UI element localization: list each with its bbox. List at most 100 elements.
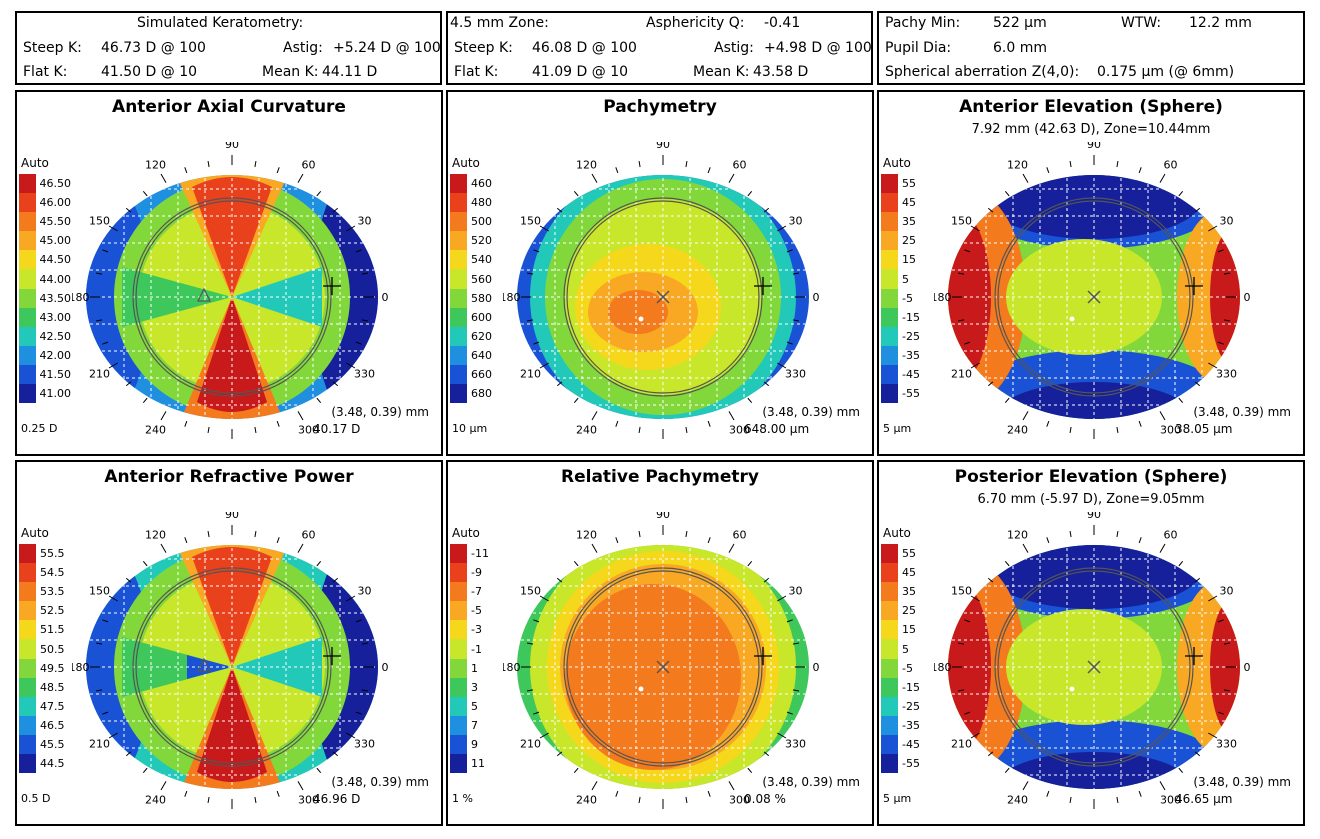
angle-tick bbox=[728, 543, 735, 553]
scale-entry: -45 bbox=[881, 734, 933, 755]
apex-marker bbox=[1087, 660, 1101, 674]
scale-swatch bbox=[450, 696, 467, 716]
angle-tick bbox=[1208, 595, 1218, 602]
angle-tick bbox=[355, 341, 362, 345]
angle-tick bbox=[254, 531, 257, 538]
scale-entry: -55 bbox=[881, 384, 933, 404]
angle-tick bbox=[987, 207, 994, 213]
scale-swatch bbox=[450, 715, 467, 735]
scale-mode[interactable]: Auto bbox=[21, 526, 49, 540]
zone-circle bbox=[997, 570, 1191, 764]
scale-value: -15 bbox=[902, 310, 920, 324]
readout-value: 0.08 % bbox=[744, 792, 786, 806]
angle-tick bbox=[1004, 560, 1010, 567]
angle-tick bbox=[125, 381, 132, 387]
crosshair-marker[interactable] bbox=[1185, 277, 1203, 295]
scale-swatch bbox=[19, 250, 36, 270]
angle-tick bbox=[355, 711, 362, 715]
angle-tick bbox=[1046, 790, 1050, 797]
simk-astig-label: Astig: bbox=[283, 40, 323, 56]
angle-tick bbox=[763, 381, 770, 387]
crosshair-marker[interactable] bbox=[323, 277, 341, 295]
readout-position: (3.48, 0.39) mm bbox=[331, 775, 429, 789]
angle-tick bbox=[1138, 790, 1142, 797]
scale-swatch bbox=[881, 715, 898, 735]
crosshair-marker[interactable] bbox=[1185, 647, 1203, 665]
scale-entry: 55 bbox=[881, 174, 933, 194]
angle-tick bbox=[987, 751, 994, 757]
angle-tick bbox=[142, 397, 148, 404]
scale-entry: 51.5 bbox=[19, 620, 71, 640]
scale-entry: 500 bbox=[450, 212, 502, 232]
scale-value: 580 bbox=[471, 291, 492, 305]
topography-map[interactable]: 9060300330300270240210180150120 bbox=[72, 512, 412, 812]
scale-entry: 52.5 bbox=[19, 601, 71, 621]
topography-map[interactable]: 9060300330300270240210180150120 bbox=[934, 142, 1274, 442]
angle-tick bbox=[142, 190, 148, 197]
scale-swatch bbox=[19, 345, 36, 365]
angle-tick bbox=[1217, 619, 1224, 623]
scale-swatch bbox=[450, 601, 467, 621]
scale-value: 1 bbox=[471, 661, 478, 675]
scale-value: -55 bbox=[902, 757, 920, 771]
readout-value: 46.65 µm bbox=[1175, 792, 1233, 806]
angle-tick bbox=[184, 790, 188, 797]
scale-swatch bbox=[450, 544, 467, 564]
scale-mode[interactable]: Auto bbox=[452, 156, 480, 170]
angle-tick bbox=[987, 381, 994, 387]
angle-tick bbox=[1022, 173, 1029, 183]
angle-tick bbox=[573, 190, 579, 197]
angle-tick bbox=[533, 619, 540, 623]
angle-label: 90 bbox=[225, 142, 239, 151]
crosshair-marker[interactable] bbox=[323, 647, 341, 665]
angle-tick bbox=[958, 272, 965, 275]
angle-tick bbox=[685, 161, 688, 168]
angle-tick bbox=[728, 411, 735, 421]
scale-entry: 44.00 bbox=[19, 269, 71, 289]
scale-value: 41.50 bbox=[39, 367, 72, 381]
scale-entry: 45 bbox=[881, 193, 933, 213]
map-panel-2: Pachymetry Auto 460 480 500 520 540 560 580 600 62… bbox=[446, 90, 874, 456]
angle-tick bbox=[1208, 225, 1218, 232]
scale-entry: 480 bbox=[450, 193, 502, 213]
angle-tick bbox=[102, 619, 109, 623]
scale-entry: -7 bbox=[450, 582, 502, 602]
map-panel-6: Posterior Elevation (Sphere) 6.70 mm (-5.… bbox=[877, 460, 1305, 826]
topography-map[interactable]: 9060300330300270240210180150120 bbox=[503, 512, 843, 812]
angle-tick bbox=[102, 711, 109, 715]
angle-tick bbox=[96, 689, 103, 692]
angle-tick bbox=[615, 420, 619, 427]
scale-mode[interactable]: Auto bbox=[452, 526, 480, 540]
scale-value: 520 bbox=[471, 234, 492, 248]
angle-label: 330 bbox=[1216, 738, 1237, 751]
map-region bbox=[312, 175, 378, 419]
crosshair-marker[interactable] bbox=[754, 277, 772, 295]
scale-mode[interactable]: Auto bbox=[883, 526, 911, 540]
scale-swatch bbox=[450, 250, 467, 270]
zone-circle bbox=[994, 197, 1194, 397]
scale-mode[interactable]: Auto bbox=[883, 156, 911, 170]
scale-entry: 44.5 bbox=[19, 754, 71, 774]
angle-tick bbox=[332, 751, 339, 757]
scale-mode[interactable]: Auto bbox=[21, 156, 49, 170]
scale-entry: 1 bbox=[450, 658, 502, 678]
angle-tick bbox=[108, 362, 118, 369]
angle-label: 150 bbox=[89, 585, 110, 598]
scale-entry: 46.00 bbox=[19, 193, 71, 213]
scale-entry: -5 bbox=[881, 658, 933, 678]
map-lobe bbox=[192, 177, 272, 297]
scale-value: 46.50 bbox=[39, 177, 72, 191]
angle-tick bbox=[777, 362, 787, 369]
map-surface bbox=[86, 545, 378, 789]
angle-label: 300 bbox=[729, 794, 750, 807]
topography-map[interactable]: 9060300330300270240210180150120 bbox=[72, 142, 412, 442]
scale-swatch bbox=[19, 658, 36, 678]
topography-map[interactable]: 9060300330300270240210180150120 bbox=[503, 142, 843, 442]
crosshair-marker[interactable] bbox=[754, 647, 772, 665]
scale-swatch bbox=[19, 212, 36, 232]
topography-map[interactable]: 9060300330300270240210180150120 bbox=[934, 512, 1274, 812]
angle-tick bbox=[108, 225, 118, 232]
scale-swatch bbox=[19, 696, 36, 716]
scale-swatch bbox=[450, 307, 467, 327]
angle-tick bbox=[556, 751, 563, 757]
